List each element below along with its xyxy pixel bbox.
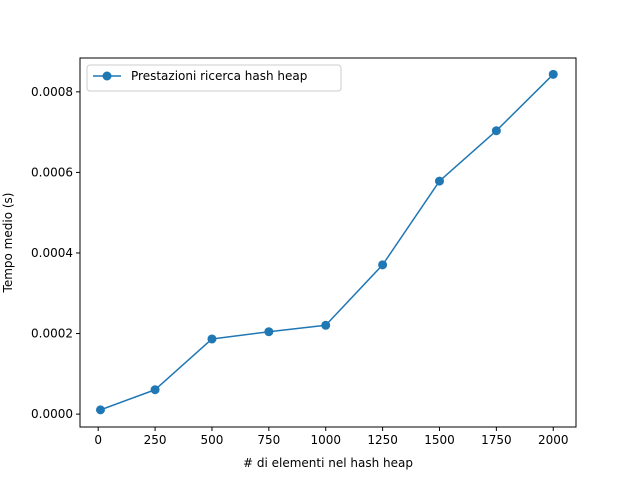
series-layer: [95, 69, 558, 415]
legend-marker-swatch: [102, 71, 112, 81]
x-tick-label: 1500: [424, 433, 455, 447]
plot-area-frame: [79, 57, 577, 428]
y-tick-label: 0.0000: [31, 407, 73, 421]
data-point: [150, 385, 160, 395]
x-tick-label: 0: [94, 433, 102, 447]
x-tick-label: 250: [144, 433, 167, 447]
data-point: [95, 405, 105, 415]
y-tick-label: 0.0002: [31, 327, 73, 341]
x-tick-label: 500: [201, 433, 224, 447]
y-axis-label: Tempo medio (s): [1, 193, 15, 294]
y-tick-label: 0.0006: [31, 165, 73, 179]
legend: Prestazioni ricerca hash heap: [86, 64, 342, 92]
axis-ticks: 0 250 500 750 1000 1250 1500 1750 2000 0.0000 0.00…: [31, 85, 569, 447]
x-axis-label: # di elementi nel hash heap: [243, 456, 413, 470]
y-tick-label: 0.0004: [31, 246, 73, 260]
data-point: [434, 176, 444, 186]
x-tick-label: 1000: [310, 433, 341, 447]
x-tick-label: 750: [257, 433, 280, 447]
x-tick-label: 1250: [367, 433, 398, 447]
y-tick-label: 0.0008: [31, 85, 73, 99]
data-point: [264, 327, 274, 337]
data-point: [321, 320, 331, 330]
data-point: [378, 260, 388, 270]
data-point: [548, 69, 558, 79]
x-tick-label: 2000: [538, 433, 569, 447]
data-point: [491, 126, 501, 136]
x-tick-label: 1750: [481, 433, 512, 447]
legend-entry-label: Prestazioni ricerca hash heap: [131, 69, 307, 83]
legend-box: [86, 64, 342, 92]
data-point: [207, 334, 217, 344]
